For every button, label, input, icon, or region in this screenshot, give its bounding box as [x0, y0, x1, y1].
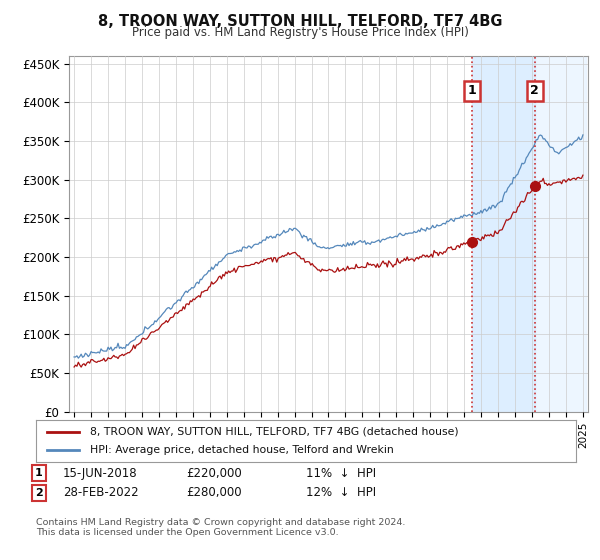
Text: 15-JUN-2018: 15-JUN-2018 — [63, 466, 137, 480]
Bar — [472, 56, 535, 412]
Text: 2: 2 — [530, 85, 539, 97]
Text: 8, TROON WAY, SUTTON HILL, TELFORD, TF7 4BG (detached house): 8, TROON WAY, SUTTON HILL, TELFORD, TF7 … — [90, 427, 458, 437]
Text: 28-FEB-2022: 28-FEB-2022 — [63, 486, 139, 500]
Text: £220,000: £220,000 — [186, 466, 242, 480]
Text: 1: 1 — [467, 85, 476, 97]
Text: 11%  ↓  HPI: 11% ↓ HPI — [306, 466, 376, 480]
Text: 2: 2 — [35, 488, 43, 498]
Text: Contains HM Land Registry data © Crown copyright and database right 2024.
This d: Contains HM Land Registry data © Crown c… — [36, 518, 406, 538]
Text: Price paid vs. HM Land Registry's House Price Index (HPI): Price paid vs. HM Land Registry's House … — [131, 26, 469, 39]
Text: 12%  ↓  HPI: 12% ↓ HPI — [306, 486, 376, 500]
Bar — [535, 56, 586, 412]
Text: 8, TROON WAY, SUTTON HILL, TELFORD, TF7 4BG: 8, TROON WAY, SUTTON HILL, TELFORD, TF7 … — [98, 14, 502, 29]
Text: HPI: Average price, detached house, Telford and Wrekin: HPI: Average price, detached house, Telf… — [90, 445, 394, 455]
Text: £280,000: £280,000 — [186, 486, 242, 500]
Text: 1: 1 — [35, 468, 43, 478]
